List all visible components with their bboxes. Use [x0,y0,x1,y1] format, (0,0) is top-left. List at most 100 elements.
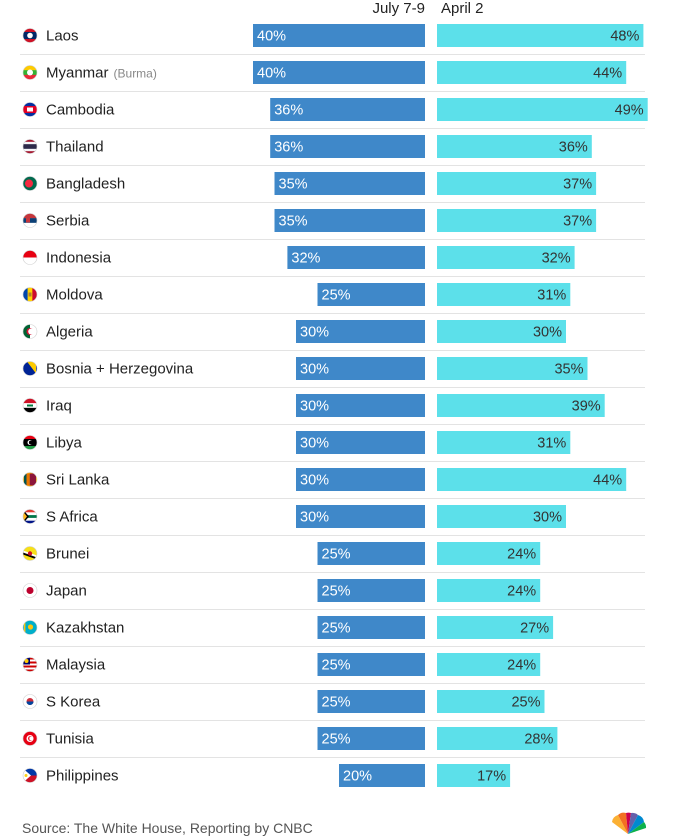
chart-row: Cambodia 36% 49% [20,98,648,129]
flag-outline [22,324,38,339]
flag-outline [22,176,38,191]
tariff-comparison-chart: July 7-9 April 2 Laos 40% 48% Myanmar (Burma) 4… [20,0,648,787]
bar-series-1 [296,394,425,417]
indonesia-flag-icon [22,250,38,265]
bar-series-1 [270,135,425,158]
moldova-flag-icon [22,287,38,302]
flag-outline [22,287,38,302]
bar-series-2 [437,357,588,380]
flag-outline [22,102,38,117]
bar-series-1 [317,653,425,676]
value-label-series-1: 35% [279,177,308,193]
bar-series-2 [437,542,541,565]
value-label-series-2: 35% [554,362,583,378]
flag-outline [22,694,38,709]
cambodia-flag-icon [22,102,38,117]
bosnia-herzegovina-flag-icon [22,361,38,376]
value-label-series-1: 30% [300,399,329,415]
chart-row: Moldova 25% 31% [20,283,645,314]
flag-outline [22,361,38,376]
value-label-series-2: 17% [477,769,506,785]
chart-row: Brunei 25% 24% [20,542,645,573]
flag-outline [22,435,38,450]
myanmar-flag-icon [22,65,38,80]
value-label-series-1: 30% [300,473,329,489]
chart-row: Sri Lanka 30% 44% [20,468,645,499]
chart-row: Kazakhstan 25% 27% [20,616,645,647]
value-label-series-1: 25% [322,695,351,711]
bar-series-1 [274,209,425,232]
chart-row: Myanmar (Burma) 40% 44% [20,61,645,92]
category-label: S Africa [46,509,98,526]
bar-series-2 [437,727,558,750]
kazakhstan-flag-icon [22,620,38,635]
chart-row: Thailand 36% 36% [20,135,645,166]
bar-series-1 [274,172,425,195]
value-label-series-2: 48% [610,29,639,45]
bar-series-2 [437,209,597,232]
south-korea-flag-icon [22,694,38,709]
category-label: Thailand [46,139,104,156]
malaysia-flag-icon [22,657,38,672]
chart-row: S Africa 30% 30% [20,505,645,536]
category-label: Sri Lanka [46,472,110,489]
south-africa-flag-icon [22,509,38,524]
value-label-series-2: 44% [593,473,622,489]
flag-outline [22,250,38,265]
bar-series-2 [437,394,605,417]
bar-series-2 [437,653,541,676]
chart-row: Malaysia 25% 24% [20,653,645,684]
value-label-series-2: 36% [559,140,588,156]
value-label-series-2: 25% [511,695,540,711]
flag-outline [22,398,38,413]
thailand-flag-icon [22,139,38,154]
value-label-series-2: 31% [537,436,566,452]
algeria-flag-icon [22,324,38,339]
flag-outline [22,620,38,635]
chart-row: Tunisia 25% 28% [20,727,645,758]
chart-row: Iraq 30% 39% [20,394,645,425]
chart-row: Laos 40% 48% [20,24,645,55]
value-label-series-2: 49% [615,103,644,119]
value-label-series-2: 27% [520,621,549,637]
value-label-series-1: 32% [291,251,320,267]
bar-series-1 [296,357,425,380]
bar-series-2 [437,320,566,343]
flag-outline [22,139,38,154]
philippines-flag-icon [22,768,38,783]
category-note: (Burma) [114,67,157,81]
flag-outline [22,546,38,561]
legend-series-2: April 2 [441,0,484,17]
category-label: Moldova [46,287,103,304]
chart-row: Bangladesh 35% 37% [20,172,645,203]
bar-series-2 [437,283,571,306]
bar-series-1 [317,579,425,602]
bar-series-1 [317,542,425,565]
value-label-series-1: 25% [322,547,351,563]
category-label: Tunisia [46,731,94,748]
flag-outline [22,28,38,43]
flag-outline [22,583,38,598]
serbia-flag-icon [22,213,38,228]
value-label-series-2: 44% [593,66,622,82]
chart-row: Indonesia 32% 32% [20,246,645,277]
bar-series-2 [437,246,575,269]
value-label-series-2: 32% [542,251,571,267]
chart-row: Philippines 20% 17% [22,764,511,787]
bar-series-2 [437,98,648,121]
value-label-series-1: 25% [322,621,351,637]
tunisia-flag-icon [22,731,38,746]
category-label: Serbia [46,213,90,230]
flag-outline [22,472,38,487]
value-label-series-1: 25% [322,288,351,304]
category-label: Kazakhstan [46,620,124,637]
category-label: Bosnia + Herzegovina [46,361,194,378]
bar-series-2 [437,61,627,84]
value-label-series-2: 30% [533,510,562,526]
category-label: Iraq [46,398,72,415]
value-label-series-2: 37% [563,214,592,230]
value-label-series-2: 24% [507,658,536,674]
flag-outline [22,768,38,783]
value-label-series-2: 28% [524,732,553,748]
bar-series-1 [253,24,425,47]
